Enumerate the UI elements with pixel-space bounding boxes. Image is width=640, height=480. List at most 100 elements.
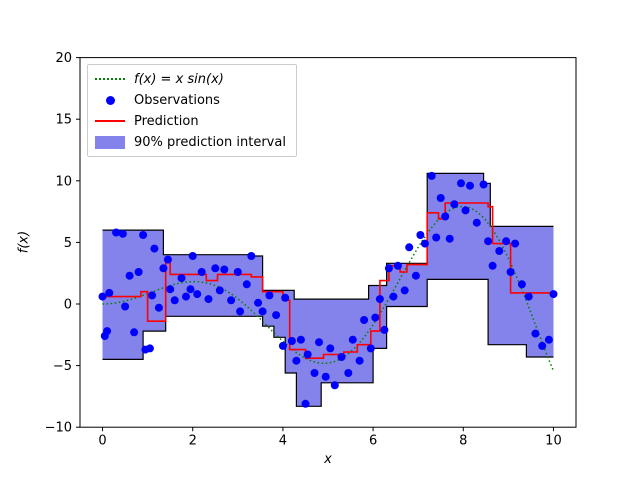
observation-point (233, 268, 242, 276)
observation-point (145, 344, 154, 353)
observation-point (315, 338, 323, 347)
observation-point (301, 399, 310, 408)
observation-point (380, 325, 389, 334)
observation-point (393, 261, 402, 270)
observation-point (193, 290, 202, 299)
observation-point (524, 292, 533, 301)
observation-point (502, 237, 511, 246)
y-tick-label: 10 (55, 174, 72, 189)
observation-point (188, 252, 197, 260)
observation-point (272, 311, 281, 320)
observation-point (103, 327, 112, 336)
observation-point (163, 255, 172, 264)
observation-point (511, 239, 520, 248)
x-tick-label: 10 (545, 434, 562, 449)
observation-point (337, 353, 346, 361)
prediction-line (102, 202, 554, 360)
observation-point (134, 268, 143, 276)
observation-point (287, 337, 296, 345)
observation-point (292, 356, 301, 365)
observation-point (278, 341, 287, 350)
prediction-interval-band (102, 173, 554, 407)
y-tick-label: 15 (55, 113, 72, 128)
observation-point (420, 239, 429, 248)
y-axis-label: f(x) (16, 230, 32, 254)
x-tick-label: 0 (98, 434, 106, 449)
observation-point (330, 381, 339, 390)
observation-point (348, 335, 357, 344)
legend-label: Prediction (134, 113, 199, 129)
observation-point (484, 237, 493, 246)
observation-point (159, 264, 168, 273)
dot-marker-swatch-icon (95, 93, 125, 107)
observation-point (258, 307, 267, 316)
observation-point (544, 335, 553, 344)
y-tick-label: 5 (64, 236, 72, 251)
observation-point (538, 341, 547, 350)
observation-point (247, 252, 256, 260)
x-tick-label: 8 (459, 434, 467, 449)
observation-point (265, 291, 274, 300)
observation-point (130, 328, 139, 337)
observation-point (441, 212, 450, 221)
observation-point (366, 344, 375, 353)
observation-point (432, 233, 441, 242)
observation-point (118, 229, 127, 238)
observation-point (125, 271, 134, 280)
observation-point (427, 171, 436, 180)
observation-point (170, 296, 179, 305)
legend-item-interval: 90% prediction interval (95, 132, 286, 152)
observation-point (375, 295, 384, 304)
observation-point (355, 356, 364, 365)
observation-point (254, 298, 263, 307)
observation-point (472, 218, 481, 227)
observation-point (488, 261, 497, 270)
y-tick-label: 0 (64, 298, 72, 313)
observation-point (344, 369, 353, 377)
x-tick-label: 2 (189, 434, 197, 449)
observation-point (411, 271, 420, 280)
observation-point (436, 194, 445, 202)
observation-point (517, 280, 526, 289)
observation-point (154, 303, 163, 312)
observation-point (150, 244, 159, 253)
observation-point (182, 292, 190, 301)
patch-swatch-icon (95, 135, 125, 149)
legend-label: Observations (134, 92, 220, 108)
x-tick-label: 6 (369, 434, 377, 449)
observation-point (389, 292, 398, 301)
observation-point (98, 292, 107, 301)
observation-point (371, 313, 380, 322)
observation-point (242, 280, 251, 289)
y-tick-label: −5 (53, 359, 72, 374)
observation-point (139, 231, 148, 239)
observation-point (466, 181, 474, 190)
observation-point (321, 372, 330, 381)
interval-lower-edge (102, 278, 554, 407)
observation-point (400, 286, 409, 295)
observation-point (281, 293, 290, 302)
observation-point (461, 206, 470, 215)
observation-point (445, 234, 454, 243)
true-function-line (102, 205, 555, 372)
observation-point (531, 329, 540, 338)
observation-point (121, 302, 130, 311)
observation-point (479, 180, 488, 189)
line-swatch-icon (95, 114, 125, 128)
legend-item-true-function: f(x) = x sin(x) (95, 69, 286, 89)
observation-point (177, 274, 186, 283)
legend: f(x) = x sin(x) Observations Prediction … (87, 64, 297, 157)
observation-point (148, 291, 157, 300)
legend-item-observations: Observations (95, 90, 286, 110)
observation-point (227, 296, 236, 305)
observation-point (112, 228, 121, 237)
observation-point (457, 179, 465, 188)
observation-point (215, 286, 224, 295)
x-axis-label: x (324, 452, 332, 467)
observation-point (506, 268, 515, 276)
observation-point (384, 264, 393, 273)
y-tick-label: 20 (55, 51, 72, 66)
observation-point (303, 350, 312, 359)
observation-point (204, 295, 213, 304)
